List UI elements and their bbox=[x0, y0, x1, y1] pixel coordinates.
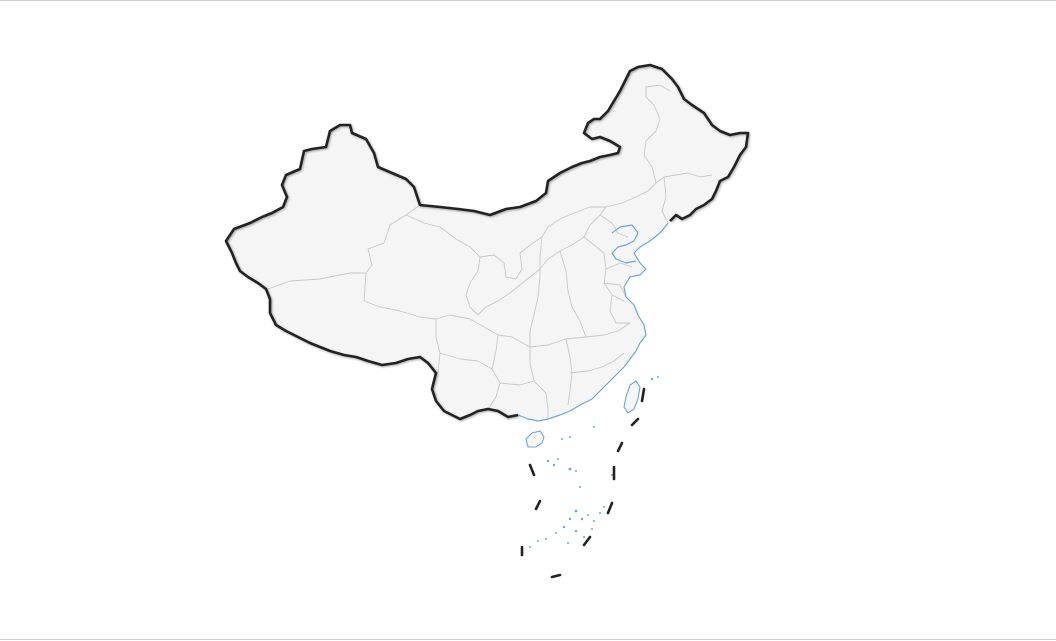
island-dot bbox=[555, 532, 557, 534]
province-border bbox=[477, 206, 607, 316]
island-dot bbox=[657, 376, 659, 378]
province-border bbox=[529, 347, 549, 419]
dash-segment bbox=[534, 499, 542, 511]
dash-segment bbox=[550, 573, 562, 579]
province-border bbox=[569, 352, 625, 374]
mainland-land[interactable] bbox=[226, 65, 748, 421]
island-dot bbox=[574, 509, 578, 513]
province-border bbox=[367, 204, 421, 250]
province-border bbox=[479, 172, 713, 280]
province-border bbox=[267, 248, 373, 290]
island-dot bbox=[580, 517, 584, 521]
island-dot bbox=[569, 436, 571, 438]
island-dot bbox=[529, 546, 531, 548]
province-border bbox=[559, 250, 587, 338]
island-dot bbox=[561, 438, 563, 440]
maritime-dash-line bbox=[520, 387, 646, 579]
island-dot bbox=[587, 514, 589, 516]
island-dot bbox=[591, 528, 593, 530]
island-dot bbox=[593, 520, 595, 522]
island-dot bbox=[568, 517, 572, 521]
hainan-island[interactable] bbox=[525, 430, 545, 448]
island-dot bbox=[583, 536, 585, 538]
national-border bbox=[224, 63, 750, 421]
province-borders bbox=[267, 84, 713, 419]
taiwan-island[interactable] bbox=[623, 380, 641, 414]
province-border bbox=[529, 236, 543, 347]
dash-segment bbox=[606, 501, 614, 515]
island-dot bbox=[552, 463, 556, 467]
province-border bbox=[499, 380, 535, 386]
island-dot bbox=[545, 538, 547, 540]
dash-segment bbox=[640, 387, 646, 403]
island-dot bbox=[599, 512, 601, 514]
island-dot bbox=[568, 467, 572, 471]
province-border bbox=[405, 214, 481, 316]
province-border bbox=[435, 319, 441, 374]
dash-segment bbox=[630, 417, 640, 427]
island-dot bbox=[593, 426, 595, 428]
south-sea-islands bbox=[529, 376, 659, 548]
island-dot bbox=[579, 486, 581, 488]
island-dot bbox=[603, 506, 605, 508]
island-dot bbox=[650, 377, 654, 381]
dash-segment bbox=[582, 535, 592, 547]
island-dot bbox=[557, 458, 559, 460]
island-dot bbox=[567, 542, 569, 544]
province-border bbox=[491, 334, 499, 370]
coastline bbox=[517, 222, 669, 422]
island-dot bbox=[537, 540, 539, 542]
dash-segment bbox=[528, 463, 536, 477]
island-dot bbox=[546, 459, 550, 463]
province-border bbox=[661, 176, 669, 224]
province-border bbox=[643, 84, 671, 184]
island-dot bbox=[611, 474, 613, 476]
island-dot bbox=[575, 470, 577, 472]
province-border bbox=[599, 214, 629, 238]
province-border bbox=[609, 294, 630, 324]
island-dot bbox=[562, 525, 566, 529]
province-border bbox=[363, 272, 499, 336]
province-border bbox=[605, 262, 633, 270]
island-dot bbox=[574, 529, 578, 533]
province-border bbox=[603, 282, 627, 298]
dash-segment bbox=[616, 441, 624, 453]
bohai-coast bbox=[611, 224, 639, 264]
